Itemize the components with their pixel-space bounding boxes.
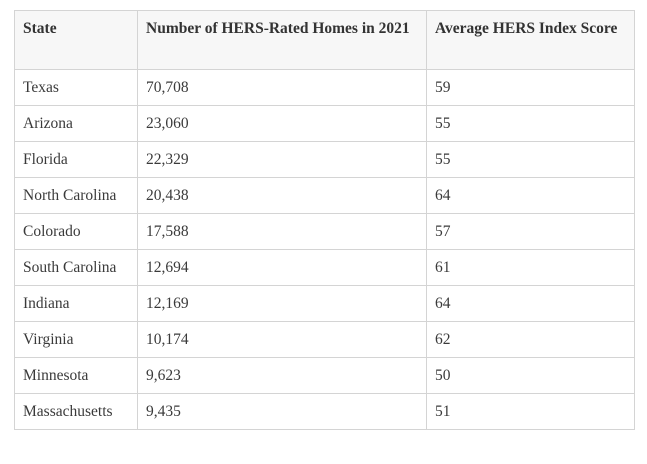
table-row: Massachusetts 9,435 51 <box>14 393 635 430</box>
table-cell: Texas <box>14 69 138 106</box>
table-cell: Arizona <box>14 105 138 142</box>
table-cell: 23,060 <box>137 105 427 142</box>
table-cell: 51 <box>426 393 635 430</box>
table-cell: South Carolina <box>14 249 138 286</box>
table-cell: 55 <box>426 105 635 142</box>
table-row: Arizona 23,060 55 <box>14 105 635 142</box>
table-cell: 61 <box>426 249 635 286</box>
table-row: Indiana 12,169 64 <box>14 285 635 322</box>
table-cell: 10,174 <box>137 321 427 358</box>
table-row: Colorado 17,588 57 <box>14 213 635 250</box>
table-cell: 22,329 <box>137 141 427 178</box>
table-row: Virginia 10,174 62 <box>14 321 635 358</box>
table-cell: North Carolina <box>14 177 138 214</box>
table-body: Texas 70,708 59 Arizona 23,060 55 Florida 22,32… <box>14 69 635 430</box>
table-cell: Florida <box>14 141 138 178</box>
table-cell: 12,169 <box>137 285 427 322</box>
table-cell: 64 <box>426 285 635 322</box>
table-cell: 59 <box>426 69 635 106</box>
table-cell: 64 <box>426 177 635 214</box>
table-cell: Massachusetts <box>14 393 138 430</box>
table-cell: 62 <box>426 321 635 358</box>
table-cell: 55 <box>426 141 635 178</box>
table-cell: 57 <box>426 213 635 250</box>
table-cell: Indiana <box>14 285 138 322</box>
table-row: Minnesota 9,623 50 <box>14 357 635 394</box>
header-row: State Number of HERS-Rated Homes in 2021 A… <box>14 10 635 70</box>
table-cell: 50 <box>426 357 635 394</box>
table-cell: 17,588 <box>137 213 427 250</box>
table-cell: 20,438 <box>137 177 427 214</box>
header-cell: State <box>14 10 138 70</box>
table-row: Texas 70,708 59 <box>14 69 635 106</box>
table-cell: 70,708 <box>137 69 427 106</box>
table-header: State Number of HERS-Rated Homes in 2021 A… <box>14 10 635 70</box>
table-cell: 9,435 <box>137 393 427 430</box>
table-cell: 12,694 <box>137 249 427 286</box>
data-table: State Number of HERS-Rated Homes in 2021 A… <box>14 10 635 430</box>
header-cell: Number of HERS-Rated Homes in 2021 <box>137 10 427 70</box>
table-row: South Carolina 12,694 61 <box>14 249 635 286</box>
table-cell: 9,623 <box>137 357 427 394</box>
table-cell: Virginia <box>14 321 138 358</box>
table-row: North Carolina 20,438 64 <box>14 177 635 214</box>
table-cell: Minnesota <box>14 357 138 394</box>
table-row: Florida 22,329 55 <box>14 141 635 178</box>
table-cell: Colorado <box>14 213 138 250</box>
header-cell: Average HERS Index Score <box>426 10 635 70</box>
